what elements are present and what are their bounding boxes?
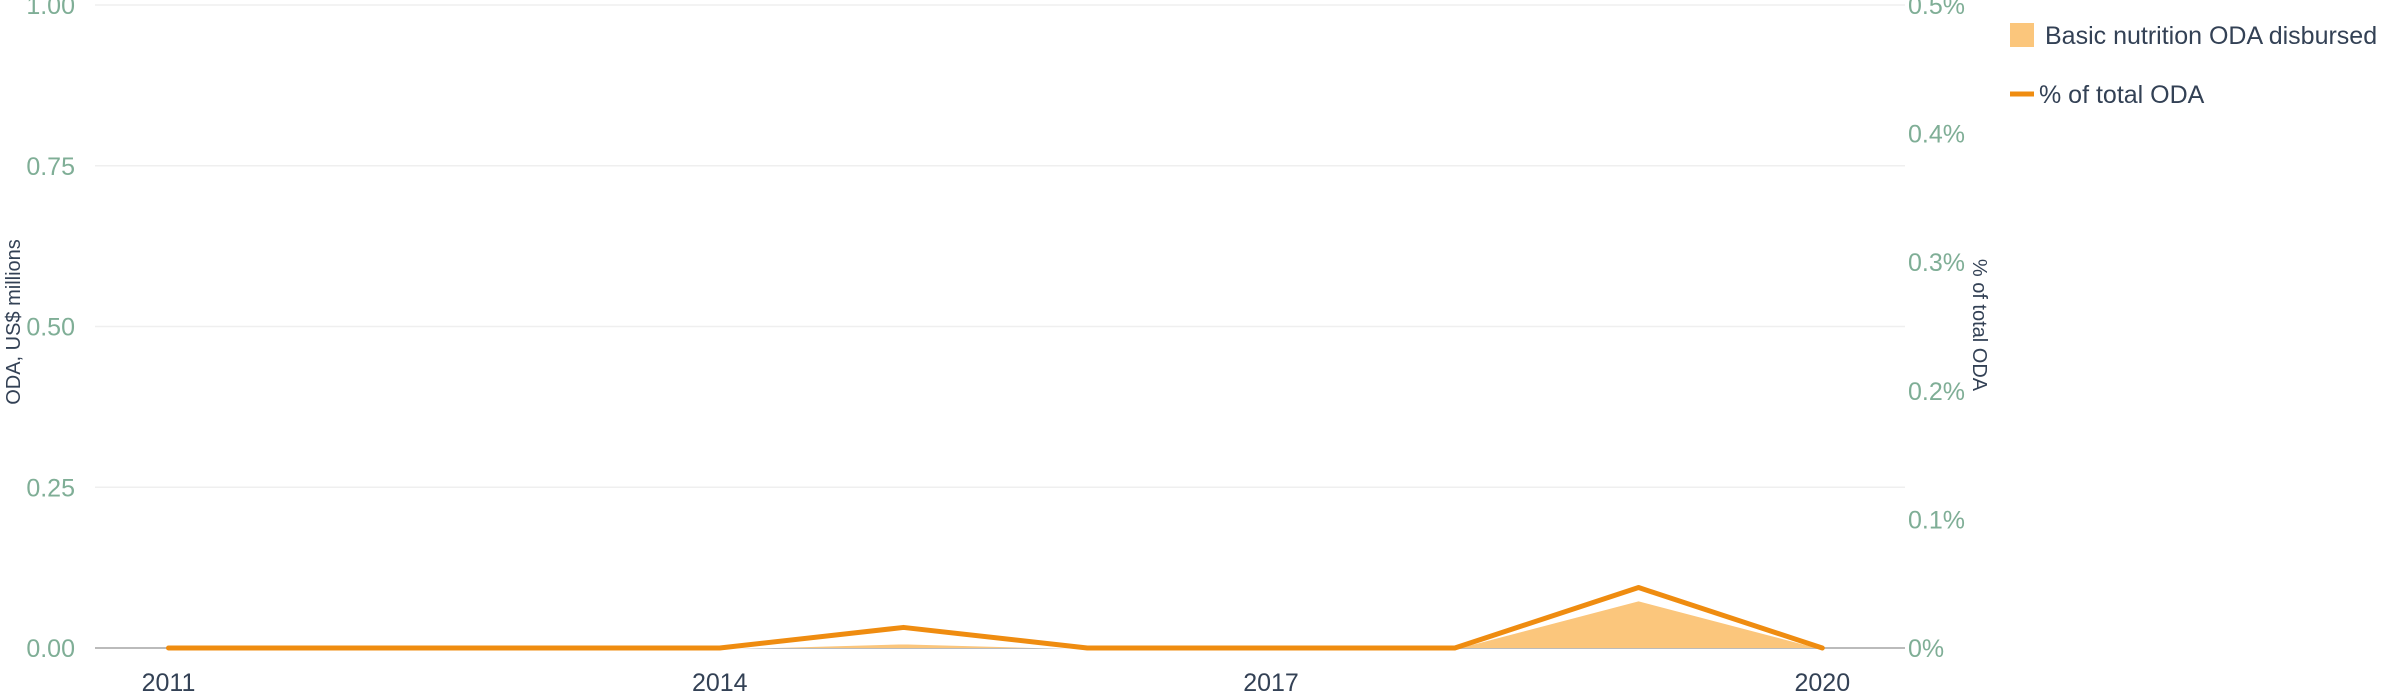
- legend-label-area: Basic nutrition ODA disbursed: [2045, 22, 2377, 50]
- x-tick-label: 2020: [1794, 669, 1850, 697]
- x-tick-label: 2017: [1243, 669, 1299, 697]
- y-right-tick-label: 0.3%: [1908, 249, 1965, 277]
- y-right-axis-title: % of total ODA: [1968, 259, 1990, 392]
- y-left-tick-label: 0.25: [26, 474, 75, 502]
- y-right-tick-label: 0.1%: [1908, 506, 1965, 534]
- line-series-percent-total-oda: [166, 585, 1825, 651]
- y-left-tick-label: 1.00: [26, 0, 75, 20]
- y-left-tick-label: 0.00: [26, 635, 75, 663]
- y-right-tick-label: 0.2%: [1908, 378, 1965, 406]
- x-tick-label: 2014: [692, 669, 748, 697]
- y-right-tick-label: 0.5%: [1908, 0, 1965, 20]
- y-left-axis-title: ODA, US$ millions: [3, 239, 25, 405]
- x-tick-label: 2011: [142, 669, 196, 697]
- y-right-tick-label: 0.4%: [1908, 121, 1965, 149]
- y-right-tick-label: 0%: [1908, 635, 1944, 663]
- legend-swatch-area: [2010, 23, 2034, 47]
- y-left-tick-label: 0.50: [26, 314, 75, 342]
- y-left-tick-label: 0.75: [26, 153, 75, 181]
- legend-label-line: % of total ODA: [2039, 81, 2205, 109]
